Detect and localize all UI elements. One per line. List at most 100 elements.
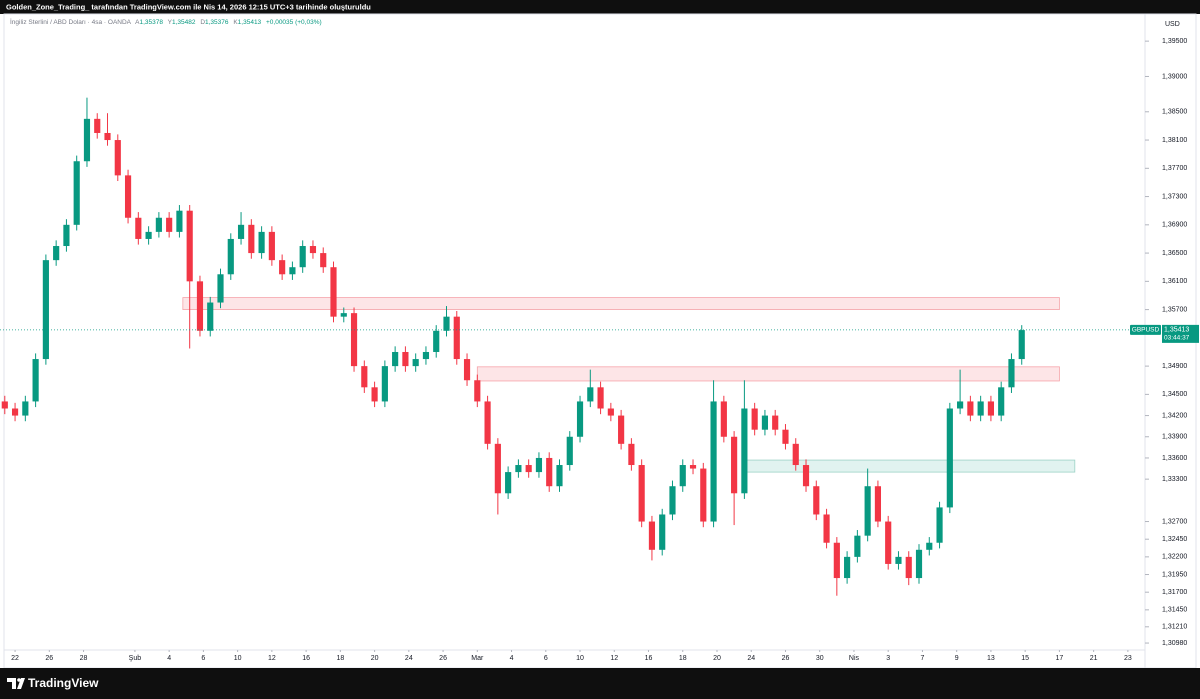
- candle-body: [402, 351, 409, 367]
- candle-body: [833, 542, 840, 579]
- candle-body: [186, 210, 193, 282]
- candle-body: [761, 415, 769, 430]
- candle-body: [525, 465, 532, 473]
- candle-body: [268, 231, 275, 261]
- candle-body: [412, 359, 419, 367]
- candle-body: [463, 359, 471, 381]
- legend-key: K: [233, 19, 238, 26]
- candle-body: [217, 274, 224, 303]
- y-tick-label: 1,33900: [1162, 434, 1187, 441]
- candle-body: [977, 401, 984, 416]
- y-tick-label: 1,36900: [1162, 222, 1187, 229]
- candle-body: [936, 507, 943, 543]
- candle-body: [443, 316, 450, 331]
- x-tick-label: 9: [955, 655, 959, 662]
- footer-logo: [7, 678, 25, 689]
- y-tick-label: 1,35700: [1162, 306, 1187, 313]
- symbol-tag: GBPUSD: [1132, 327, 1160, 334]
- candle-body: [998, 387, 1005, 416]
- candle-body: [371, 387, 378, 402]
- legend-value: 1,35413: [238, 19, 262, 26]
- candle-body: [11, 408, 19, 416]
- candle-body: [422, 351, 430, 360]
- y-tick-label: 1,38500: [1162, 109, 1187, 116]
- candle-body: [381, 366, 388, 402]
- candle-body: [32, 359, 39, 402]
- x-tick-label: Mar: [471, 655, 484, 662]
- y-tick-label: 1,31210: [1162, 624, 1187, 631]
- y-tick-label: 1,39500: [1162, 38, 1187, 45]
- candle-body: [885, 521, 892, 564]
- candle-body: [484, 401, 491, 444]
- candle-body: [53, 246, 60, 261]
- x-tick-label: 20: [713, 655, 721, 662]
- candle-body: [340, 313, 347, 317]
- candle-body: [207, 302, 214, 331]
- candle-body: [659, 514, 666, 550]
- x-tick-label: 24: [405, 655, 413, 662]
- candle-body: [772, 415, 779, 430]
- candle-body: [73, 161, 80, 225]
- candle-body: [145, 231, 152, 239]
- candle-body: [607, 408, 614, 416]
- x-tick-label: 4: [510, 655, 514, 662]
- x-tick-label: 21: [1090, 655, 1098, 662]
- candle-body: [258, 231, 265, 254]
- candle-body: [166, 217, 173, 232]
- candle-body: [515, 465, 522, 473]
- x-tick-label: 24: [747, 655, 755, 662]
- candle-body: [474, 380, 481, 402]
- candle-body: [124, 175, 132, 218]
- x-tick-label: 16: [645, 655, 653, 662]
- candle-body: [289, 267, 296, 275]
- candle-body: [114, 140, 121, 176]
- legend-value: 1,35376: [205, 19, 229, 26]
- candle-body: [556, 465, 563, 487]
- price-tag: 1,35413: [1164, 327, 1189, 334]
- candle-body: [844, 556, 851, 579]
- candle-body: [361, 366, 368, 388]
- candle-body: [597, 387, 604, 409]
- legend-key: Y: [168, 19, 173, 26]
- y-tick-label: 1,38100: [1162, 137, 1187, 144]
- x-tick-label: 18: [336, 655, 344, 662]
- candle-body: [823, 514, 830, 543]
- x-tick-label: 12: [268, 655, 276, 662]
- currency-label: USD: [1165, 21, 1180, 28]
- x-tick-label: 30: [816, 655, 824, 662]
- legend-value: 1,35378: [139, 19, 163, 26]
- candle-body: [679, 465, 686, 487]
- candle-body: [494, 443, 501, 494]
- x-tick-label: 10: [576, 655, 584, 662]
- x-tick-label: 26: [45, 655, 53, 662]
- candle-body: [453, 316, 460, 360]
- candle-body: [1018, 330, 1025, 360]
- candle-body: [535, 457, 543, 473]
- candle-body: [957, 401, 964, 409]
- header-bar: [0, 0, 1200, 14]
- countdown: 03:44:37: [1164, 335, 1190, 342]
- candle-body: [576, 401, 584, 437]
- x-tick-label: 15: [1021, 655, 1029, 662]
- x-tick-label: 22: [11, 655, 19, 662]
- candle-body: [392, 351, 399, 367]
- candle-body: [720, 401, 727, 437]
- candle-body: [237, 224, 245, 239]
- candle-body: [638, 465, 645, 522]
- x-tick-label: 7: [920, 655, 924, 662]
- x-tick-label: 17: [1056, 655, 1064, 662]
- candle-body: [546, 457, 553, 487]
- y-tick-label: 1,32200: [1162, 554, 1187, 561]
- candle-body: [628, 443, 635, 466]
- x-tick-label: 16: [302, 655, 310, 662]
- candle-body: [792, 443, 799, 466]
- zone: [476, 366, 1060, 382]
- y-tick-label: 1,31950: [1162, 571, 1187, 578]
- candle-body: [587, 387, 594, 402]
- candle-body: [176, 210, 183, 232]
- legend-value: 1,35482: [172, 19, 196, 26]
- y-tick-label: 1,32700: [1162, 518, 1187, 525]
